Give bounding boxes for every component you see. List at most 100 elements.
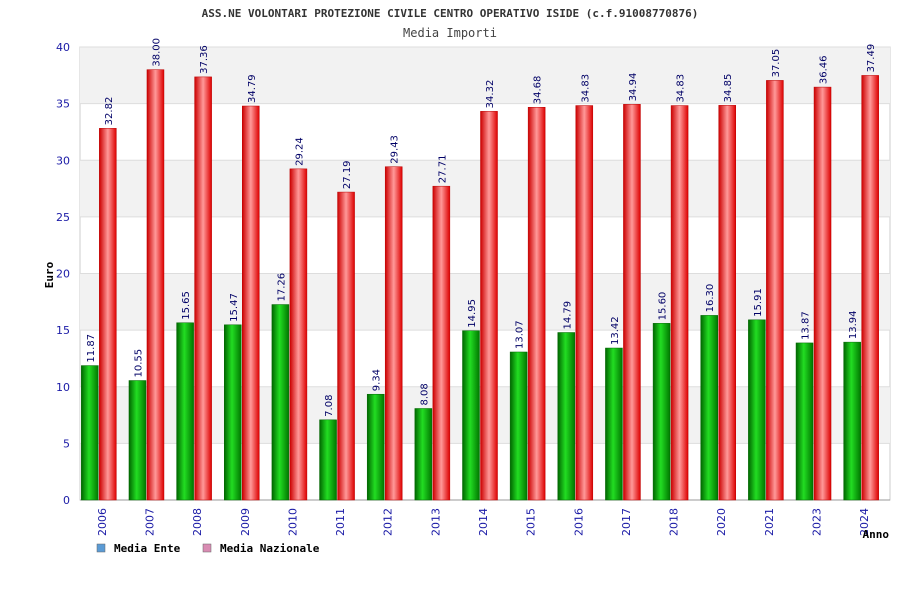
x-tick-label: 2018 xyxy=(668,508,681,536)
x-tick-label: 2024 xyxy=(858,508,871,536)
value-label: 15.65 xyxy=(181,291,192,320)
y-tick-label: 40 xyxy=(56,41,70,54)
value-label: 32.82 xyxy=(104,97,115,126)
value-label: 15.91 xyxy=(753,288,764,317)
bar-media-nazionale xyxy=(242,105,260,501)
bar-media-ente xyxy=(700,315,718,501)
value-label: 13.42 xyxy=(610,316,621,345)
value-label: 10.55 xyxy=(133,349,144,378)
value-label: 34.85 xyxy=(723,74,734,103)
value-label: 13.87 xyxy=(801,311,812,340)
value-label: 38.00 xyxy=(151,38,162,67)
bar-media-ente xyxy=(176,322,194,501)
value-label: 15.60 xyxy=(658,292,669,321)
value-label: 13.07 xyxy=(515,320,526,349)
x-tick-label: 2021 xyxy=(763,508,776,536)
bar-media-nazionale xyxy=(194,76,212,501)
y-tick-label: 30 xyxy=(56,154,70,167)
value-label: 16.30 xyxy=(705,284,716,313)
bar-media-nazionale xyxy=(718,105,736,501)
x-tick-label: 2009 xyxy=(239,508,252,536)
value-label: 13.94 xyxy=(848,310,859,339)
value-label: 34.83 xyxy=(676,74,687,103)
bar-media-ente xyxy=(224,324,242,501)
value-label: 36.46 xyxy=(819,55,830,84)
y-tick-label: 15 xyxy=(56,324,70,337)
bar-media-ente xyxy=(795,342,814,501)
y-tick-label: 0 xyxy=(63,494,70,507)
value-label: 11.87 xyxy=(86,334,97,363)
legend-swatch xyxy=(202,543,212,553)
y-tick-label: 5 xyxy=(63,437,70,450)
legend: Media Ente Media Nazionale xyxy=(96,542,320,555)
x-tick-label: 2016 xyxy=(572,508,585,536)
bar-media-nazionale xyxy=(289,168,308,501)
value-label: 27.19 xyxy=(342,160,353,189)
x-tick-label: 2008 xyxy=(191,508,204,536)
value-label: 14.79 xyxy=(562,301,573,330)
bar-media-nazionale xyxy=(99,128,117,501)
bar-media-nazionale xyxy=(670,105,689,501)
bar-media-ente xyxy=(128,380,147,501)
bar-media-ente xyxy=(271,304,290,501)
x-tick-label: 2012 xyxy=(382,508,395,536)
x-tick-label: 2014 xyxy=(477,508,490,536)
legend-swatch xyxy=(96,543,106,553)
value-label: 37.36 xyxy=(199,45,210,74)
y-axis-label: Euro xyxy=(43,261,56,288)
bar-media-ente xyxy=(414,408,433,501)
value-label: 14.95 xyxy=(467,299,478,328)
x-axis-ticks: 2006 2007 2008 2009 2010 2011 2012 2013 2014 2015… xyxy=(96,508,871,536)
x-tick-label: 2011 xyxy=(334,508,347,536)
x-tick-label: 2007 xyxy=(143,508,156,536)
value-label: 17.26 xyxy=(276,273,287,302)
value-label: 34.94 xyxy=(628,73,639,102)
bar-media-ente xyxy=(366,393,385,501)
value-label: 15.47 xyxy=(229,293,240,322)
bar-media-ente xyxy=(319,419,337,501)
value-label: 34.79 xyxy=(247,74,258,103)
bars xyxy=(81,69,879,501)
value-label: 34.68 xyxy=(533,76,544,105)
bar-media-ente xyxy=(81,365,99,501)
value-label: 7.08 xyxy=(324,395,335,417)
value-label: 34.32 xyxy=(485,80,496,109)
value-label: 37.05 xyxy=(771,49,782,78)
value-label: 8.08 xyxy=(419,383,430,405)
value-label: 34.83 xyxy=(580,74,591,103)
x-tick-label: 2020 xyxy=(715,508,728,536)
bar-media-nazionale xyxy=(146,69,165,501)
x-tick-label: 2015 xyxy=(525,508,538,536)
x-axis-label: Anno xyxy=(863,528,890,541)
legend-label: Media Ente xyxy=(114,542,181,555)
x-tick-label: 2010 xyxy=(286,508,299,536)
bar-media-nazionale xyxy=(432,185,451,501)
y-axis-ticks: 0 5 10 15 20 25 30 35 40 xyxy=(56,41,70,507)
bar-media-ente xyxy=(605,347,623,501)
bar-media-ente xyxy=(652,323,671,501)
x-tick-label: 2006 xyxy=(96,508,109,536)
bar-media-ente xyxy=(748,319,766,501)
bar-media-ente xyxy=(462,330,480,501)
bar-media-ente xyxy=(509,351,528,501)
bar-media-ente xyxy=(843,341,861,501)
y-tick-label: 10 xyxy=(56,381,70,394)
y-tick-label: 35 xyxy=(56,98,70,111)
x-tick-label: 2013 xyxy=(429,508,442,536)
plot-band xyxy=(80,47,890,104)
value-labels: 11.87 32.82 10.55 38.00 15.65 37.36 15.47 34.79… xyxy=(86,38,877,417)
value-label: 29.43 xyxy=(390,135,401,164)
x-tick-label: 2017 xyxy=(620,508,633,536)
x-tick-label: 2023 xyxy=(811,508,824,536)
y-tick-label: 20 xyxy=(56,268,70,281)
bar-media-nazionale xyxy=(384,166,403,501)
bar-media-nazionale xyxy=(480,111,498,501)
bar-media-ente xyxy=(557,332,576,501)
y-tick-label: 25 xyxy=(56,211,70,224)
bar-media-nazionale xyxy=(527,106,546,501)
value-label: 27.71 xyxy=(437,155,448,184)
bar-media-nazionale xyxy=(766,80,784,501)
legend-label: Media Nazionale xyxy=(220,542,320,555)
chart-subtitle: Media Importi xyxy=(403,26,497,40)
